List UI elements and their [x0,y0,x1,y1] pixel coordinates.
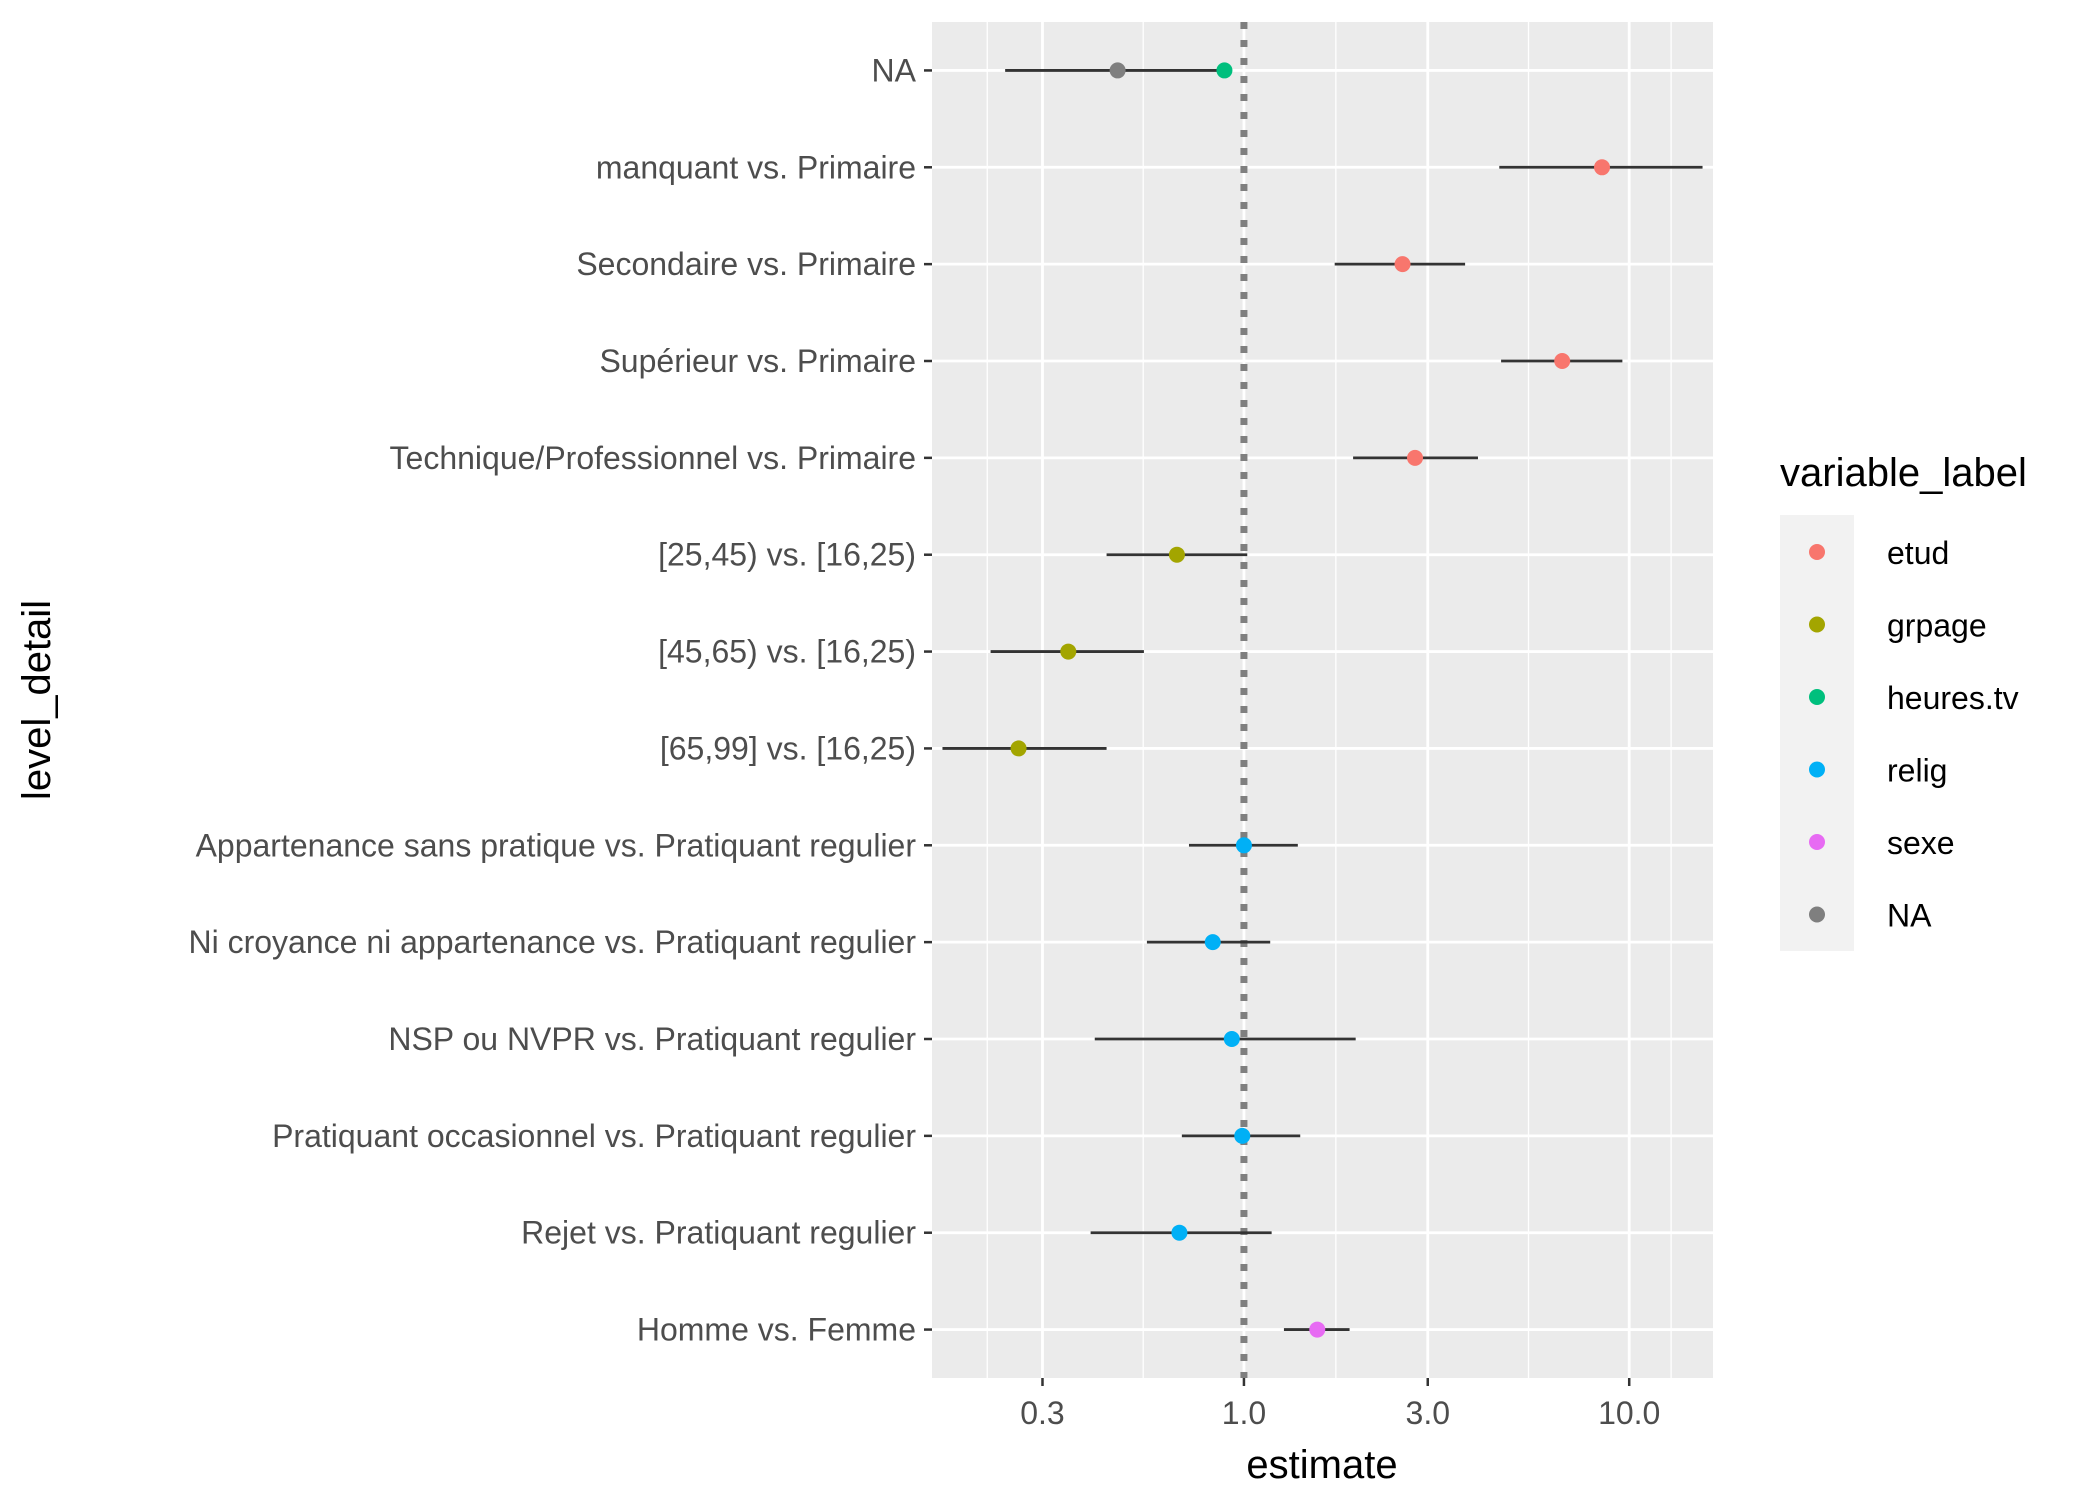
minor-gridlines [986,22,1672,1378]
point-NA [1109,62,1126,79]
y-tick-label: NSP ou NVPR vs. Pratiquant regulier [388,1021,916,1057]
point-grpage [1168,546,1185,563]
y-tick-label: [45,65) vs. [16,25) [658,634,916,670]
point-relig [1171,1224,1188,1241]
y-tick-label: [25,45) vs. [16,25) [658,537,916,573]
point-relig [1223,1031,1240,1047]
point-etud [1407,449,1424,466]
point-etud [1594,159,1611,176]
legend-label: heures.tv [1887,680,2019,716]
y-tick-label: Secondaire vs. Primaire [576,246,916,282]
legend-key-heures.tv [1809,689,1825,705]
legend-label: etud [1887,535,1949,571]
x-axis-title: estimate [1246,1443,1397,1487]
y-axis: NA manquant vs. Primaire Secondaire vs. Pr… [188,52,932,1348]
x-tick-label: 10.0 [1598,1395,1660,1431]
point-grpage [1010,740,1027,757]
y-tick-label: Supérieur vs. Primaire [599,343,916,379]
y-tick-label: [65,99] vs. [16,25) [660,730,916,766]
legend-label: NA [1887,898,1932,934]
legend-title: variable_label [1780,451,2027,495]
legend-key-grpage [1809,616,1825,633]
x-tick-label: 3.0 [1406,1395,1450,1431]
y-tick-label: Rejet vs. Pratiquant regulier [521,1215,916,1251]
data-marks [942,62,1703,1338]
y-tick-label: Pratiquant occasionnel vs. Pratiquant re… [272,1118,916,1154]
point-etud [1394,256,1411,273]
legend-key-etud [1809,544,1825,560]
point-relig [1204,934,1221,951]
y-tick-label: Homme vs. Femme [637,1312,916,1348]
legend-key-NA [1809,906,1825,923]
panel-background [932,22,1713,1378]
point-relig [1235,837,1252,854]
legend-key-sexe [1809,834,1825,850]
y-tick-label: NA [872,52,917,88]
legend-label: relig [1887,753,1947,789]
legend-key-background [1780,515,1854,951]
point-heures.tv [1216,62,1233,79]
point-grpage [1060,643,1077,660]
y-tick-label: Technique/Professionnel vs. Primaire [390,440,916,476]
legend-key-relig [1809,761,1825,778]
point-sexe [1309,1321,1326,1338]
legend-label: sexe [1887,825,1955,861]
y-tick-label: Ni croyance ni appartenance vs. Pratiqua… [188,924,916,960]
point-etud [1554,353,1571,369]
x-tick-label: 1.0 [1222,1395,1266,1431]
y-tick-label: Appartenance sans pratique vs. Pratiquan… [196,827,917,863]
major-gridlines [932,22,1713,1378]
y-axis-title: level_detail [15,600,59,800]
x-tick-label: 0.3 [1020,1395,1064,1431]
legend: variable_label etud grpage heures.tv relig s… [1780,451,2027,951]
point-relig [1234,1127,1251,1144]
y-tick-label: manquant vs. Primaire [596,149,916,185]
legend-label: grpage [1887,608,1987,644]
x-axis: 0.3 1.0 3.0 10.0 [1020,1378,1660,1431]
